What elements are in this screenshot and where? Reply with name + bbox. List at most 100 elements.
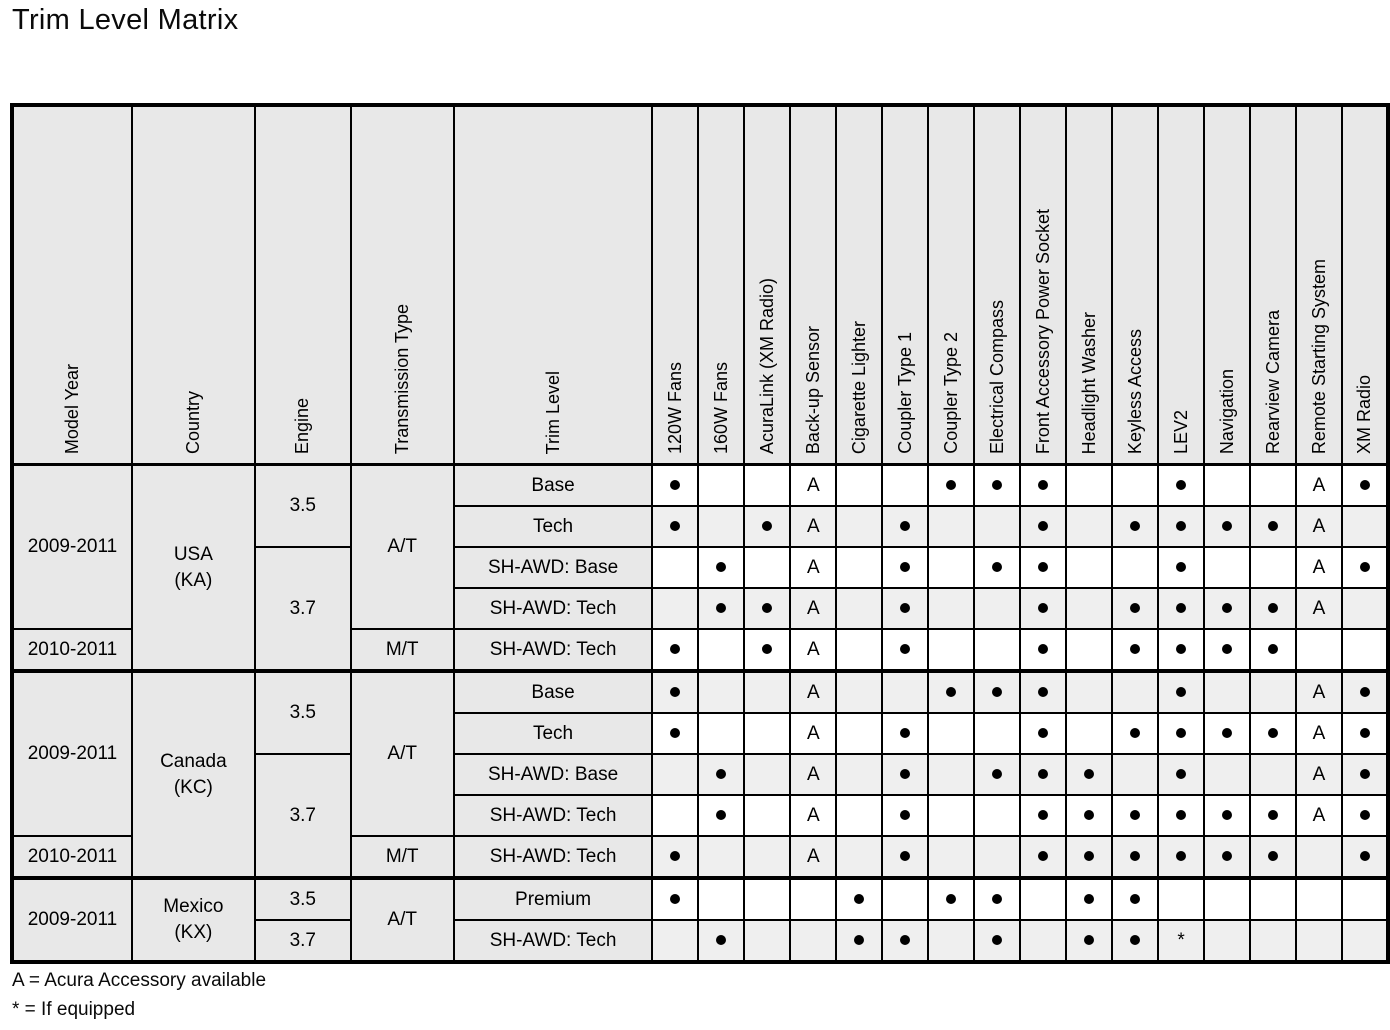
feature-cell [881, 505, 930, 548]
feature-cell [1203, 753, 1252, 796]
engine-cell: 3.5 [253, 669, 352, 755]
column-header-label: Coupler Type 2 [940, 332, 961, 454]
feature-cell: * [1157, 919, 1206, 963]
model-year-cell: 2010-2011 [11, 835, 133, 879]
feature-cell [651, 669, 700, 714]
feature-cell: A [789, 669, 838, 714]
trim-cell: Tech [452, 712, 654, 755]
feature-cell [1203, 505, 1252, 548]
dot-marker [992, 687, 1003, 698]
model-year-cell: 2009-2011 [11, 669, 133, 837]
column-header-front-accessory-power-socket: Front Accessory Power Socket [1019, 104, 1068, 466]
feature-cell [1249, 669, 1298, 714]
dot-marker [1130, 728, 1141, 739]
feature-cell [1203, 463, 1252, 507]
dot-marker [1268, 644, 1279, 655]
column-header-trim-level: Trim Level [452, 104, 654, 466]
matrix-row: 3.7 SH-AWD: Tech * [12, 919, 1389, 963]
dot-marker [1268, 521, 1279, 532]
feature-cell [1065, 712, 1114, 755]
dot-marker [1084, 769, 1095, 780]
feature-cell [835, 546, 884, 589]
feature-cell: A [789, 753, 838, 796]
feature-cell [1249, 835, 1298, 879]
feature-cell [1203, 835, 1252, 879]
feature-cell [835, 794, 884, 837]
feature-cell: A [789, 794, 838, 837]
feature-cell [651, 835, 700, 879]
column-header-label: Trim Level [542, 370, 563, 454]
dot-marker [1222, 728, 1233, 739]
matrix-row: Tech A A [12, 712, 1389, 755]
dot-marker [1222, 603, 1233, 614]
column-header-transmission-type: Transmission Type [349, 104, 455, 466]
dot-marker [1359, 562, 1370, 573]
feature-cell [743, 794, 792, 837]
feature-cell [973, 669, 1022, 714]
trim-cell: SH-AWD: Base [452, 753, 654, 796]
feature-cell [1157, 712, 1206, 755]
column-header-label: AcuraLink (XM Radio) [757, 277, 778, 454]
feature-cell [1203, 587, 1252, 630]
dot-marker [762, 644, 773, 655]
dot-marker [1176, 728, 1187, 739]
matrix-row: Tech A A [12, 505, 1389, 548]
feature-cell [789, 876, 838, 921]
feature-cell [1157, 505, 1206, 548]
feature-cell [1249, 794, 1298, 837]
column-header-headlight-washer: Headlight Washer [1065, 104, 1114, 466]
feature-cell [1019, 669, 1068, 714]
dot-marker [716, 562, 727, 573]
feature-cell [1341, 919, 1389, 963]
feature-cell [697, 919, 746, 963]
feature-cell [1341, 835, 1389, 879]
column-header-120w-fans: 120W Fans [651, 104, 700, 466]
dot-marker [670, 644, 681, 655]
model-year-cell: 2009-2011 [11, 463, 133, 630]
feature-cell [1065, 669, 1114, 714]
column-header-remote-starting-system: Remote Starting System [1295, 104, 1343, 466]
feature-cell [1111, 628, 1160, 672]
feature-cell [881, 669, 930, 714]
feature-cell [1157, 546, 1206, 589]
feature-cell [651, 463, 700, 507]
feature-cell [1295, 835, 1343, 879]
dot-marker [1222, 810, 1233, 821]
dot-marker [992, 769, 1003, 780]
feature-cell [927, 794, 976, 837]
feature-cell [881, 835, 930, 879]
dot-marker [900, 728, 911, 739]
dot-marker [1176, 480, 1187, 491]
dot-marker [1038, 810, 1049, 821]
feature-cell [1065, 753, 1114, 796]
legend: A = Acura Accessory available * = If equ… [12, 966, 266, 1024]
feature-cell [881, 546, 930, 589]
feature-cell [1157, 587, 1206, 630]
feature-cell [927, 919, 976, 963]
feature-cell [1065, 505, 1114, 548]
dot-marker [992, 894, 1003, 905]
feature-cell [743, 669, 792, 714]
column-header-lev2: LEV2 [1157, 104, 1206, 466]
matrix-row: 3.7 SH-AWD: Base A A [12, 546, 1389, 672]
dot-marker [1359, 480, 1370, 491]
feature-cell [835, 835, 884, 879]
column-header-label: Cigarette Lighter [848, 320, 869, 454]
dot-marker [1084, 935, 1095, 946]
feature-cell [651, 919, 700, 963]
feature-cell [881, 876, 930, 921]
feature-cell [1111, 505, 1160, 548]
feature-cell [1157, 628, 1206, 672]
feature-cell: A [1295, 712, 1343, 755]
feature-cell [651, 505, 700, 548]
feature-cell [881, 919, 930, 963]
dot-marker [1084, 894, 1095, 905]
trim-cell: Premium [452, 876, 654, 921]
feature-cell: A [789, 505, 838, 548]
feature-cell [1019, 753, 1068, 796]
dot-marker [670, 728, 681, 739]
transmission-cell: A/T [349, 669, 455, 837]
feature-cell [697, 669, 746, 714]
transmission-cell: M/T [349, 628, 455, 672]
feature-cell [1249, 628, 1298, 672]
